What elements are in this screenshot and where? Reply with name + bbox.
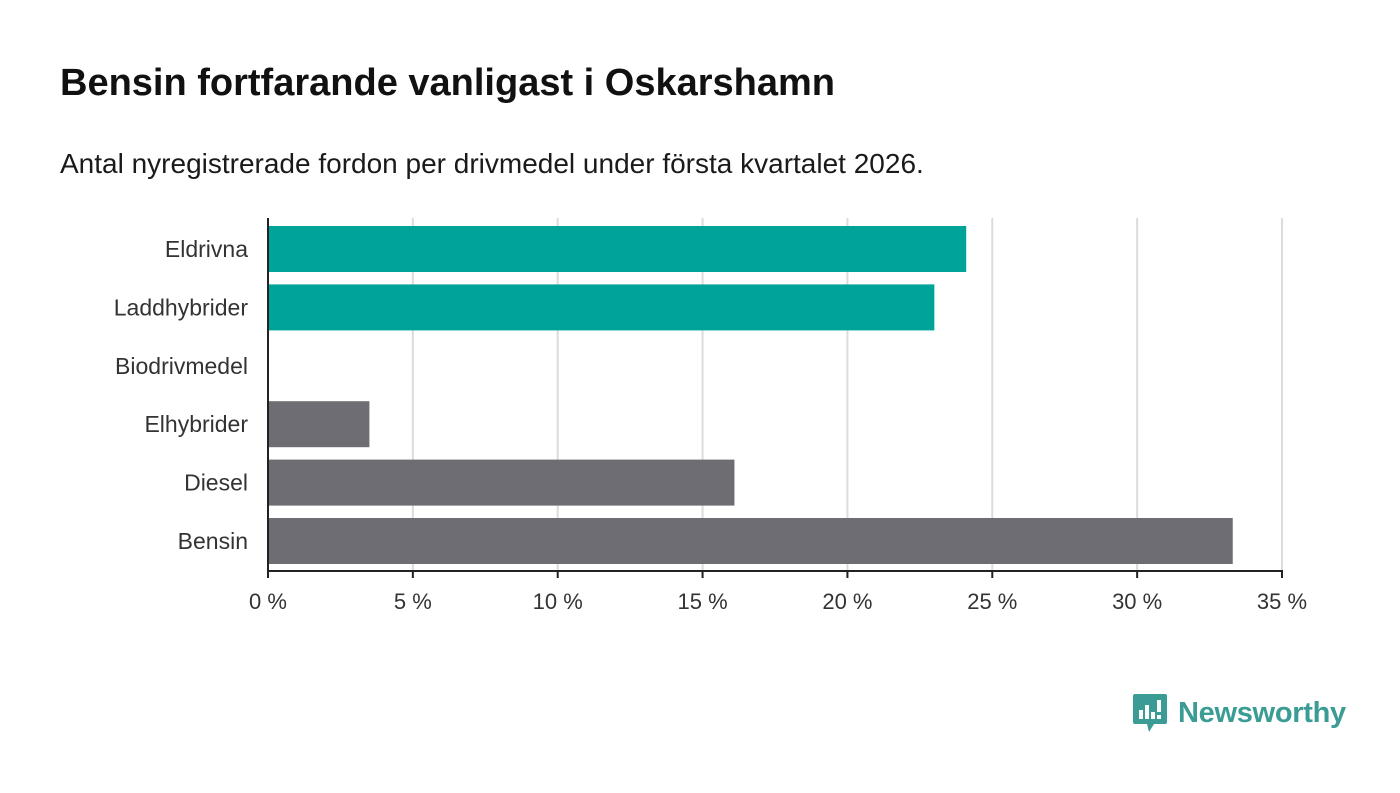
category-label: Laddhybrider [114, 294, 249, 320]
x-tick-label: 20 % [822, 589, 872, 614]
x-tick-label: 10 % [533, 589, 583, 614]
chart-subtitle: Antal nyregistrerade fordon per drivmede… [60, 148, 924, 179]
category-label: Bensin [178, 528, 248, 554]
bar-bensin [268, 518, 1233, 564]
bar-eldrivna [268, 226, 967, 272]
x-tick-label: 15 % [677, 589, 727, 614]
bar-diesel [268, 459, 735, 506]
chart-title: Bensin fortfarande vanligast i Oskarsham… [60, 62, 836, 104]
bar-elhybrider [268, 401, 370, 448]
category-label: Biodrivmedel [115, 353, 248, 379]
category-label: Elhybrider [144, 411, 248, 437]
logo-text: Newsworthy [1178, 696, 1346, 729]
x-tick-label: 35 % [1257, 589, 1307, 614]
x-tick-label: 25 % [967, 589, 1017, 614]
category-label: Diesel [184, 470, 248, 496]
category-label: Eldrivna [165, 236, 248, 262]
newsworthy-logo: Newsworthy [1132, 692, 1346, 734]
bar-laddhybrider [268, 284, 935, 331]
x-tick-label: 30 % [1112, 589, 1162, 614]
x-tick-label: 0 % [249, 589, 287, 614]
x-tick-label: 5 % [394, 589, 432, 614]
bar-chart-speech-bubble-icon [1133, 694, 1167, 732]
